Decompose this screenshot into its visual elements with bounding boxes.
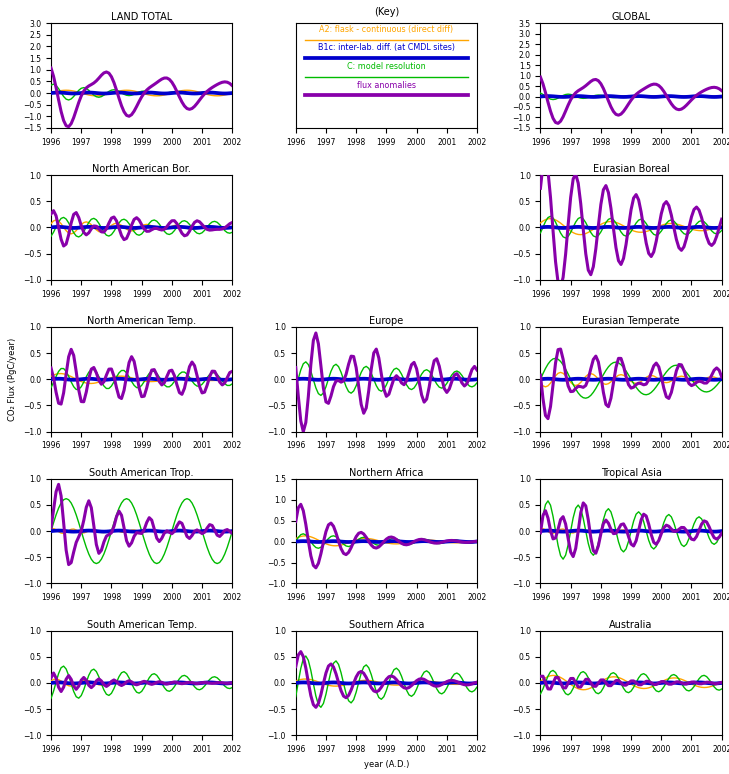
Text: flux anomalies: flux anomalies <box>357 80 416 90</box>
Title: Europe: Europe <box>370 316 403 326</box>
Title: South American Trop.: South American Trop. <box>90 468 194 478</box>
Title: Southern Africa: Southern Africa <box>348 620 424 630</box>
Title: Eurasian Temperate: Eurasian Temperate <box>582 316 680 326</box>
Text: A2: flask - continuous (direct diff): A2: flask - continuous (direct diff) <box>319 25 453 34</box>
Title: North American Bor.: North American Bor. <box>93 164 191 174</box>
Title: Northern Africa: Northern Africa <box>349 468 424 478</box>
Title: South American Temp.: South American Temp. <box>87 620 197 630</box>
Text: C: model resolution: C: model resolution <box>347 62 426 71</box>
Title: Australia: Australia <box>609 620 652 630</box>
Y-axis label: CO₂ Flux (PgC/year): CO₂ Flux (PgC/year) <box>8 337 17 421</box>
Title: (Key): (Key) <box>374 7 399 17</box>
Title: North American Temp.: North American Temp. <box>87 316 196 326</box>
Text: B1c: inter-lab. diff. (at CMDL sites): B1c: inter-lab. diff. (at CMDL sites) <box>318 43 455 53</box>
Title: GLOBAL: GLOBAL <box>612 12 651 22</box>
Title: Tropical Asia: Tropical Asia <box>601 468 661 478</box>
X-axis label: year (A.D.): year (A.D.) <box>364 759 409 769</box>
Title: LAND TOTAL: LAND TOTAL <box>111 12 172 22</box>
Title: Eurasian Boreal: Eurasian Boreal <box>593 164 669 174</box>
